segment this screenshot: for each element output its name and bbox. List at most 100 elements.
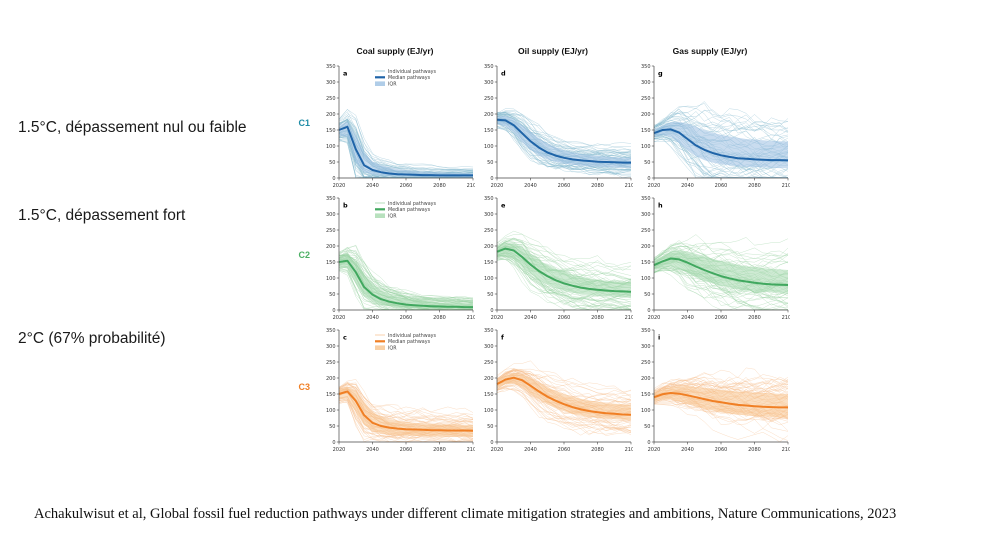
- svg-text:50: 50: [487, 292, 493, 298]
- panel-letter: c: [343, 334, 347, 342]
- panel-letter: g: [658, 70, 663, 78]
- svg-text:2100: 2100: [782, 315, 790, 321]
- svg-text:50: 50: [329, 292, 335, 298]
- svg-text:2040: 2040: [366, 315, 379, 321]
- individual-pathways: [496, 108, 632, 178]
- iqr-band: [339, 121, 473, 178]
- individual-pathways: [496, 230, 632, 310]
- svg-text:0: 0: [332, 308, 335, 314]
- axes: 0 50 100 150 200 250 300 350 2020 2040 2060 2080 210…: [484, 196, 633, 321]
- svg-text:150: 150: [326, 128, 336, 134]
- svg-text:0: 0: [647, 308, 650, 314]
- axes: 0 50 100 150 200 250 300 350 2020 2040 2060 2080 210…: [641, 196, 790, 321]
- svg-text:2020: 2020: [491, 183, 504, 189]
- svg-text:2060: 2060: [400, 447, 413, 453]
- svg-text:2100: 2100: [625, 315, 633, 321]
- svg-text:350: 350: [484, 328, 494, 334]
- panel-letter: h: [658, 202, 663, 210]
- svg-text:350: 350: [484, 196, 494, 202]
- svg-text:350: 350: [641, 328, 651, 334]
- svg-text:50: 50: [329, 424, 335, 430]
- svg-text:2020: 2020: [491, 315, 504, 321]
- chart-panel-a: 0 50 100 150 200 250 300 350 2020 2040 2060 2080 210…: [326, 64, 475, 189]
- panel-letter: a: [343, 70, 347, 78]
- svg-text:2100: 2100: [467, 183, 475, 189]
- svg-text:250: 250: [326, 228, 336, 234]
- svg-text:2020: 2020: [333, 315, 346, 321]
- svg-text:2080: 2080: [748, 447, 761, 453]
- svg-text:200: 200: [641, 112, 651, 118]
- svg-text:2080: 2080: [433, 447, 446, 453]
- svg-text:250: 250: [326, 360, 336, 366]
- iqr-band: [339, 386, 473, 437]
- svg-text:300: 300: [641, 344, 651, 350]
- svg-text:2020: 2020: [333, 447, 346, 453]
- svg-text:150: 150: [484, 392, 494, 398]
- svg-text:2020: 2020: [491, 447, 504, 453]
- svg-text:0: 0: [332, 176, 335, 182]
- scenario-tag-c3: C3: [298, 382, 310, 392]
- svg-text:300: 300: [484, 212, 494, 218]
- column-title-coal: Coal supply (EJ/yr): [356, 46, 434, 56]
- svg-text:2100: 2100: [467, 315, 475, 321]
- svg-text:0: 0: [647, 440, 650, 446]
- svg-text:2040: 2040: [524, 183, 537, 189]
- chart-panel-d: 0 50 100 150 200 250 300 350 2020 2040 2060 2080 210…: [484, 64, 633, 189]
- chart-panel-h: 0 50 100 150 200 250 300 350 2020 2040 2060 2080 210…: [641, 196, 790, 321]
- svg-text:0: 0: [490, 440, 493, 446]
- svg-text:2100: 2100: [625, 183, 633, 189]
- panel-letter: i: [658, 334, 660, 342]
- svg-text:2020: 2020: [648, 447, 661, 453]
- svg-text:50: 50: [644, 292, 650, 298]
- median-pathway: [653, 257, 789, 286]
- svg-text:0: 0: [490, 308, 493, 314]
- column-title-oil: Oil supply (EJ/yr): [518, 46, 588, 56]
- svg-text:350: 350: [641, 64, 651, 70]
- chart-panel-b: 0 50 100 150 200 250 300 350 2020 2040 2060 2080 210…: [326, 196, 475, 321]
- svg-text:100: 100: [641, 276, 651, 282]
- svg-text:300: 300: [641, 212, 651, 218]
- svg-text:150: 150: [641, 128, 651, 134]
- svg-text:200: 200: [641, 244, 651, 250]
- svg-text:100: 100: [484, 276, 494, 282]
- svg-text:250: 250: [641, 360, 651, 366]
- svg-text:2020: 2020: [648, 183, 661, 189]
- svg-text:100: 100: [641, 408, 651, 414]
- svg-text:350: 350: [326, 328, 336, 334]
- svg-text:150: 150: [484, 260, 494, 266]
- chart-panel-g: 0 50 100 150 200 250 300 350 2020 2040 2060 2080 210…: [641, 64, 790, 189]
- median-pathway: [338, 125, 473, 177]
- svg-text:200: 200: [326, 112, 336, 118]
- chart-panel-f: 0 50 100 150 200 250 300 350 2020 2040 2060 2080 210…: [484, 328, 633, 453]
- svg-text:2060: 2060: [558, 183, 571, 189]
- svg-text:Individual pathways: Individual pathways: [388, 201, 436, 207]
- panel-letter: e: [501, 202, 506, 210]
- svg-text:Median pathways: Median pathways: [388, 339, 431, 345]
- median-pathway: [338, 259, 473, 309]
- svg-text:0: 0: [647, 176, 650, 182]
- svg-text:350: 350: [641, 196, 651, 202]
- svg-text:350: 350: [326, 64, 336, 70]
- median-pathway: [496, 118, 631, 164]
- svg-text:2080: 2080: [433, 183, 446, 189]
- panel-letter: d: [501, 70, 506, 78]
- iqr-band: [654, 121, 788, 169]
- svg-text:300: 300: [326, 80, 336, 86]
- svg-text:2080: 2080: [591, 183, 604, 189]
- citation: Achakulwisut et al, Global fossil fuel r…: [34, 506, 897, 522]
- svg-text:2100: 2100: [625, 447, 633, 453]
- axes: 0 50 100 150 200 250 300 350 2020 2040 2060 2080 210…: [641, 328, 790, 453]
- svg-text:150: 150: [326, 392, 336, 398]
- axes: 0 50 100 150 200 250 300 350 2020 2040 2060 2080 210…: [326, 196, 475, 321]
- svg-text:0: 0: [332, 440, 335, 446]
- scenario-tag-c2: C2: [298, 250, 310, 260]
- svg-text:Individual pathways: Individual pathways: [388, 69, 436, 75]
- svg-text:2040: 2040: [366, 447, 379, 453]
- svg-text:100: 100: [484, 144, 494, 150]
- svg-text:2080: 2080: [433, 315, 446, 321]
- axes: 0 50 100 150 200 250 300 350 2020 2040 2060 2080 210…: [484, 328, 633, 453]
- svg-text:200: 200: [641, 376, 651, 382]
